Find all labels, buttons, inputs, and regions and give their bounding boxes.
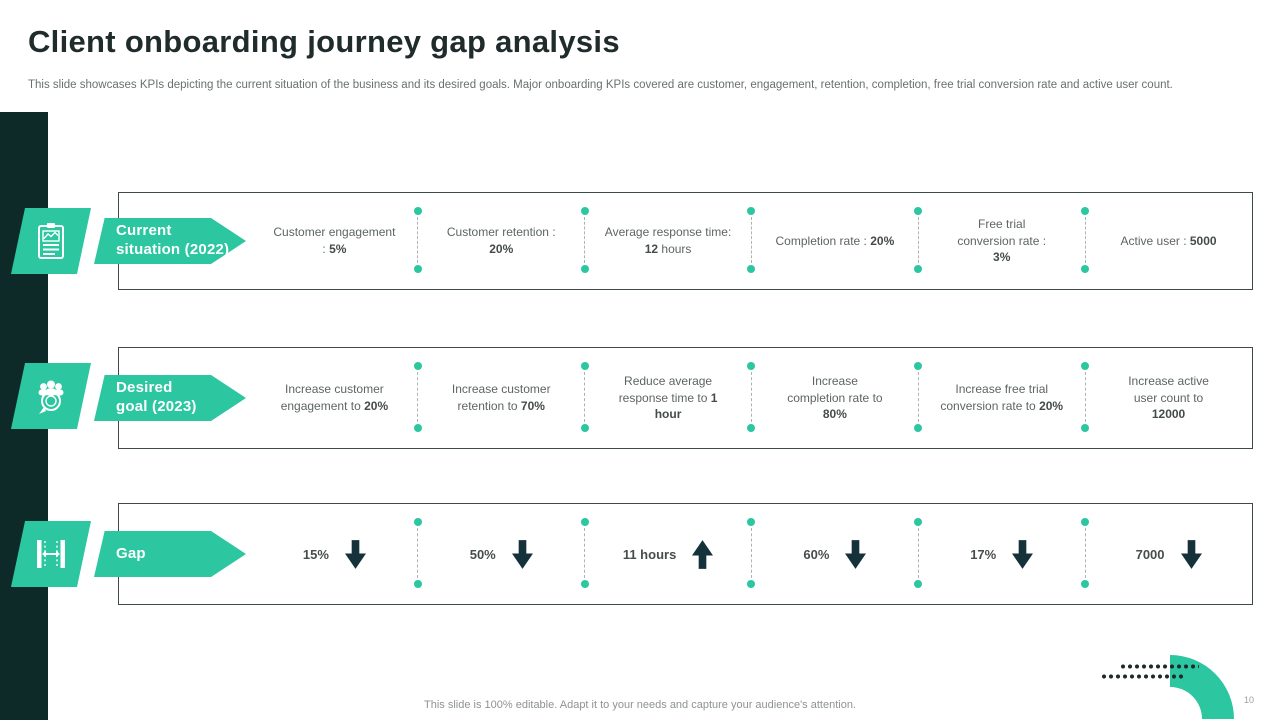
row-label-current-situation: Current situation (2022) bbox=[94, 218, 246, 264]
page-title: Client onboarding journey gap analysis bbox=[28, 24, 620, 59]
kpi-item: Customer retention : 20% bbox=[446, 225, 556, 256]
row-label-gap: Gap bbox=[94, 531, 246, 577]
trend-down-arrow-icon bbox=[1180, 539, 1202, 569]
gap-tile bbox=[10, 521, 92, 587]
dotted-line-decoration bbox=[1102, 674, 1186, 679]
gap-item: 7000 bbox=[1085, 504, 1252, 604]
kpi-item: Increase completion rate to 80% bbox=[787, 373, 883, 422]
kpi-item: Increase customer engagement to 20% bbox=[280, 382, 389, 413]
gap-item: 50% bbox=[418, 504, 585, 604]
trend-up-arrow-icon bbox=[692, 539, 714, 569]
kpi-item: Active user : 5000 bbox=[1120, 233, 1217, 248]
desired-goal-box: Increase customer engagement to 20% Incr… bbox=[118, 347, 1253, 449]
trend-down-arrow-icon bbox=[1012, 539, 1034, 569]
slide-subtitle: This slide showcases KPIs depicting the … bbox=[28, 79, 1173, 91]
kpi-item: Average response time: 12 hours bbox=[604, 225, 732, 256]
gap-box: 15% 50% 11 hours 60% 17% bbox=[118, 503, 1253, 605]
kpi-item: Increase customer retention to 70% bbox=[451, 382, 551, 413]
kpi-item: Customer engagement : 5% bbox=[251, 193, 418, 289]
gap-item: 17% bbox=[918, 504, 1085, 604]
desired-goal-tile bbox=[10, 363, 92, 429]
kpi-text: Customer engagement : bbox=[273, 225, 396, 256]
quarter-ring-decoration bbox=[1170, 655, 1234, 719]
gap-item: 60% bbox=[751, 504, 918, 604]
gap-measure-icon bbox=[31, 534, 71, 574]
current-situation-tile bbox=[10, 208, 92, 274]
dotted-line-decoration bbox=[1121, 664, 1199, 669]
kpi-item: Increase active user count to 12000 bbox=[1128, 373, 1209, 422]
kpi-item: Increase free trial conversion rate to 2… bbox=[940, 382, 1064, 413]
trend-down-arrow-icon bbox=[344, 539, 366, 569]
team-badge-icon bbox=[31, 376, 71, 416]
kpi-item: Completion rate : 20% bbox=[775, 233, 895, 248]
clipboard-chart-icon bbox=[31, 221, 71, 261]
kpi-item: Reduce average response time to 1 hour bbox=[618, 373, 718, 422]
kpi-value: 5% bbox=[329, 242, 347, 256]
trend-down-arrow-icon bbox=[511, 539, 533, 569]
gap-item: 11 hours bbox=[585, 504, 752, 604]
trend-down-arrow-icon bbox=[845, 539, 867, 569]
current-situation-box: Customer engagement : 5% Customer retent… bbox=[118, 192, 1253, 290]
row-label-desired-goal: Desired goal (2023) bbox=[94, 375, 246, 421]
gap-value: 15% bbox=[302, 546, 329, 562]
kpi-item: Free trial conversion rate : 3% bbox=[957, 216, 1047, 265]
gap-item: 15% bbox=[251, 504, 418, 604]
editable-note: This slide is 100% editable. Adapt it to… bbox=[424, 699, 856, 711]
page-number: 10 bbox=[1243, 695, 1254, 705]
